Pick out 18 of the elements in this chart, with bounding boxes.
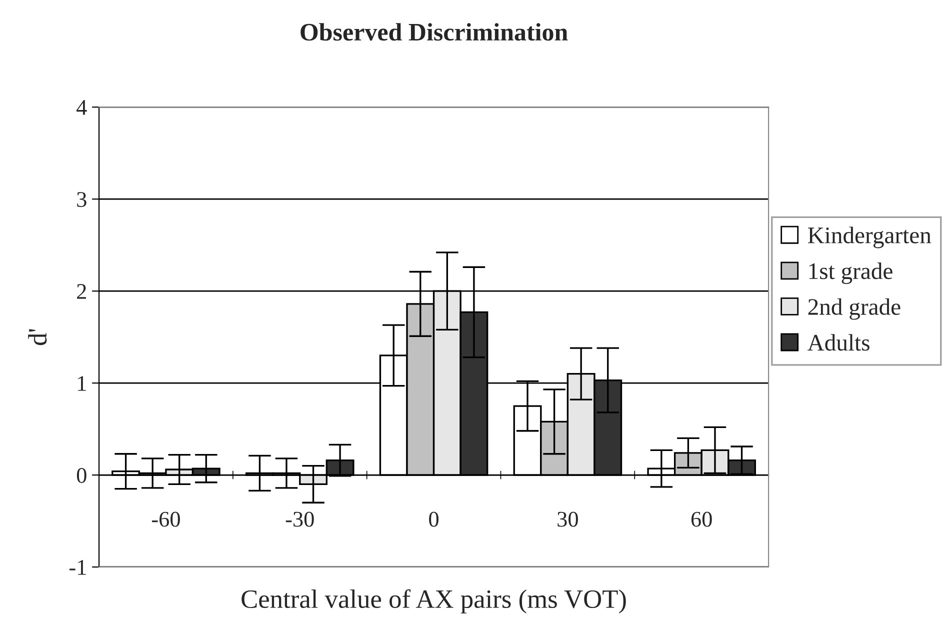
x-tick-label: 60 — [691, 512, 712, 527]
legend-label: Adults — [808, 334, 870, 351]
x-axis-title: Central value of AX pairs (ms VOT) — [242, 589, 626, 614]
y-tick-label: 0 — [76, 468, 86, 483]
x-tick-label: -60 — [152, 512, 180, 527]
y-axis-title: d' — [28, 329, 47, 346]
legend-label: 1st grade — [809, 262, 892, 284]
legend-label: 2nd grade — [808, 298, 900, 320]
y-tick-label: 4 — [76, 100, 87, 115]
y-tick-label: 2 — [77, 284, 86, 299]
y-tick-label: 1 — [78, 376, 86, 391]
x-tick-label: -30 — [286, 512, 314, 527]
chart-title: Observed Discrimination — [300, 23, 568, 41]
y-tick-label: 3 — [77, 192, 86, 208]
legend-label: Kindergarten — [808, 226, 932, 248]
x-tick-label: 0 — [429, 512, 438, 527]
x-tick-label: 30 — [558, 512, 578, 527]
y-tick-label: -1 — [70, 560, 86, 575]
